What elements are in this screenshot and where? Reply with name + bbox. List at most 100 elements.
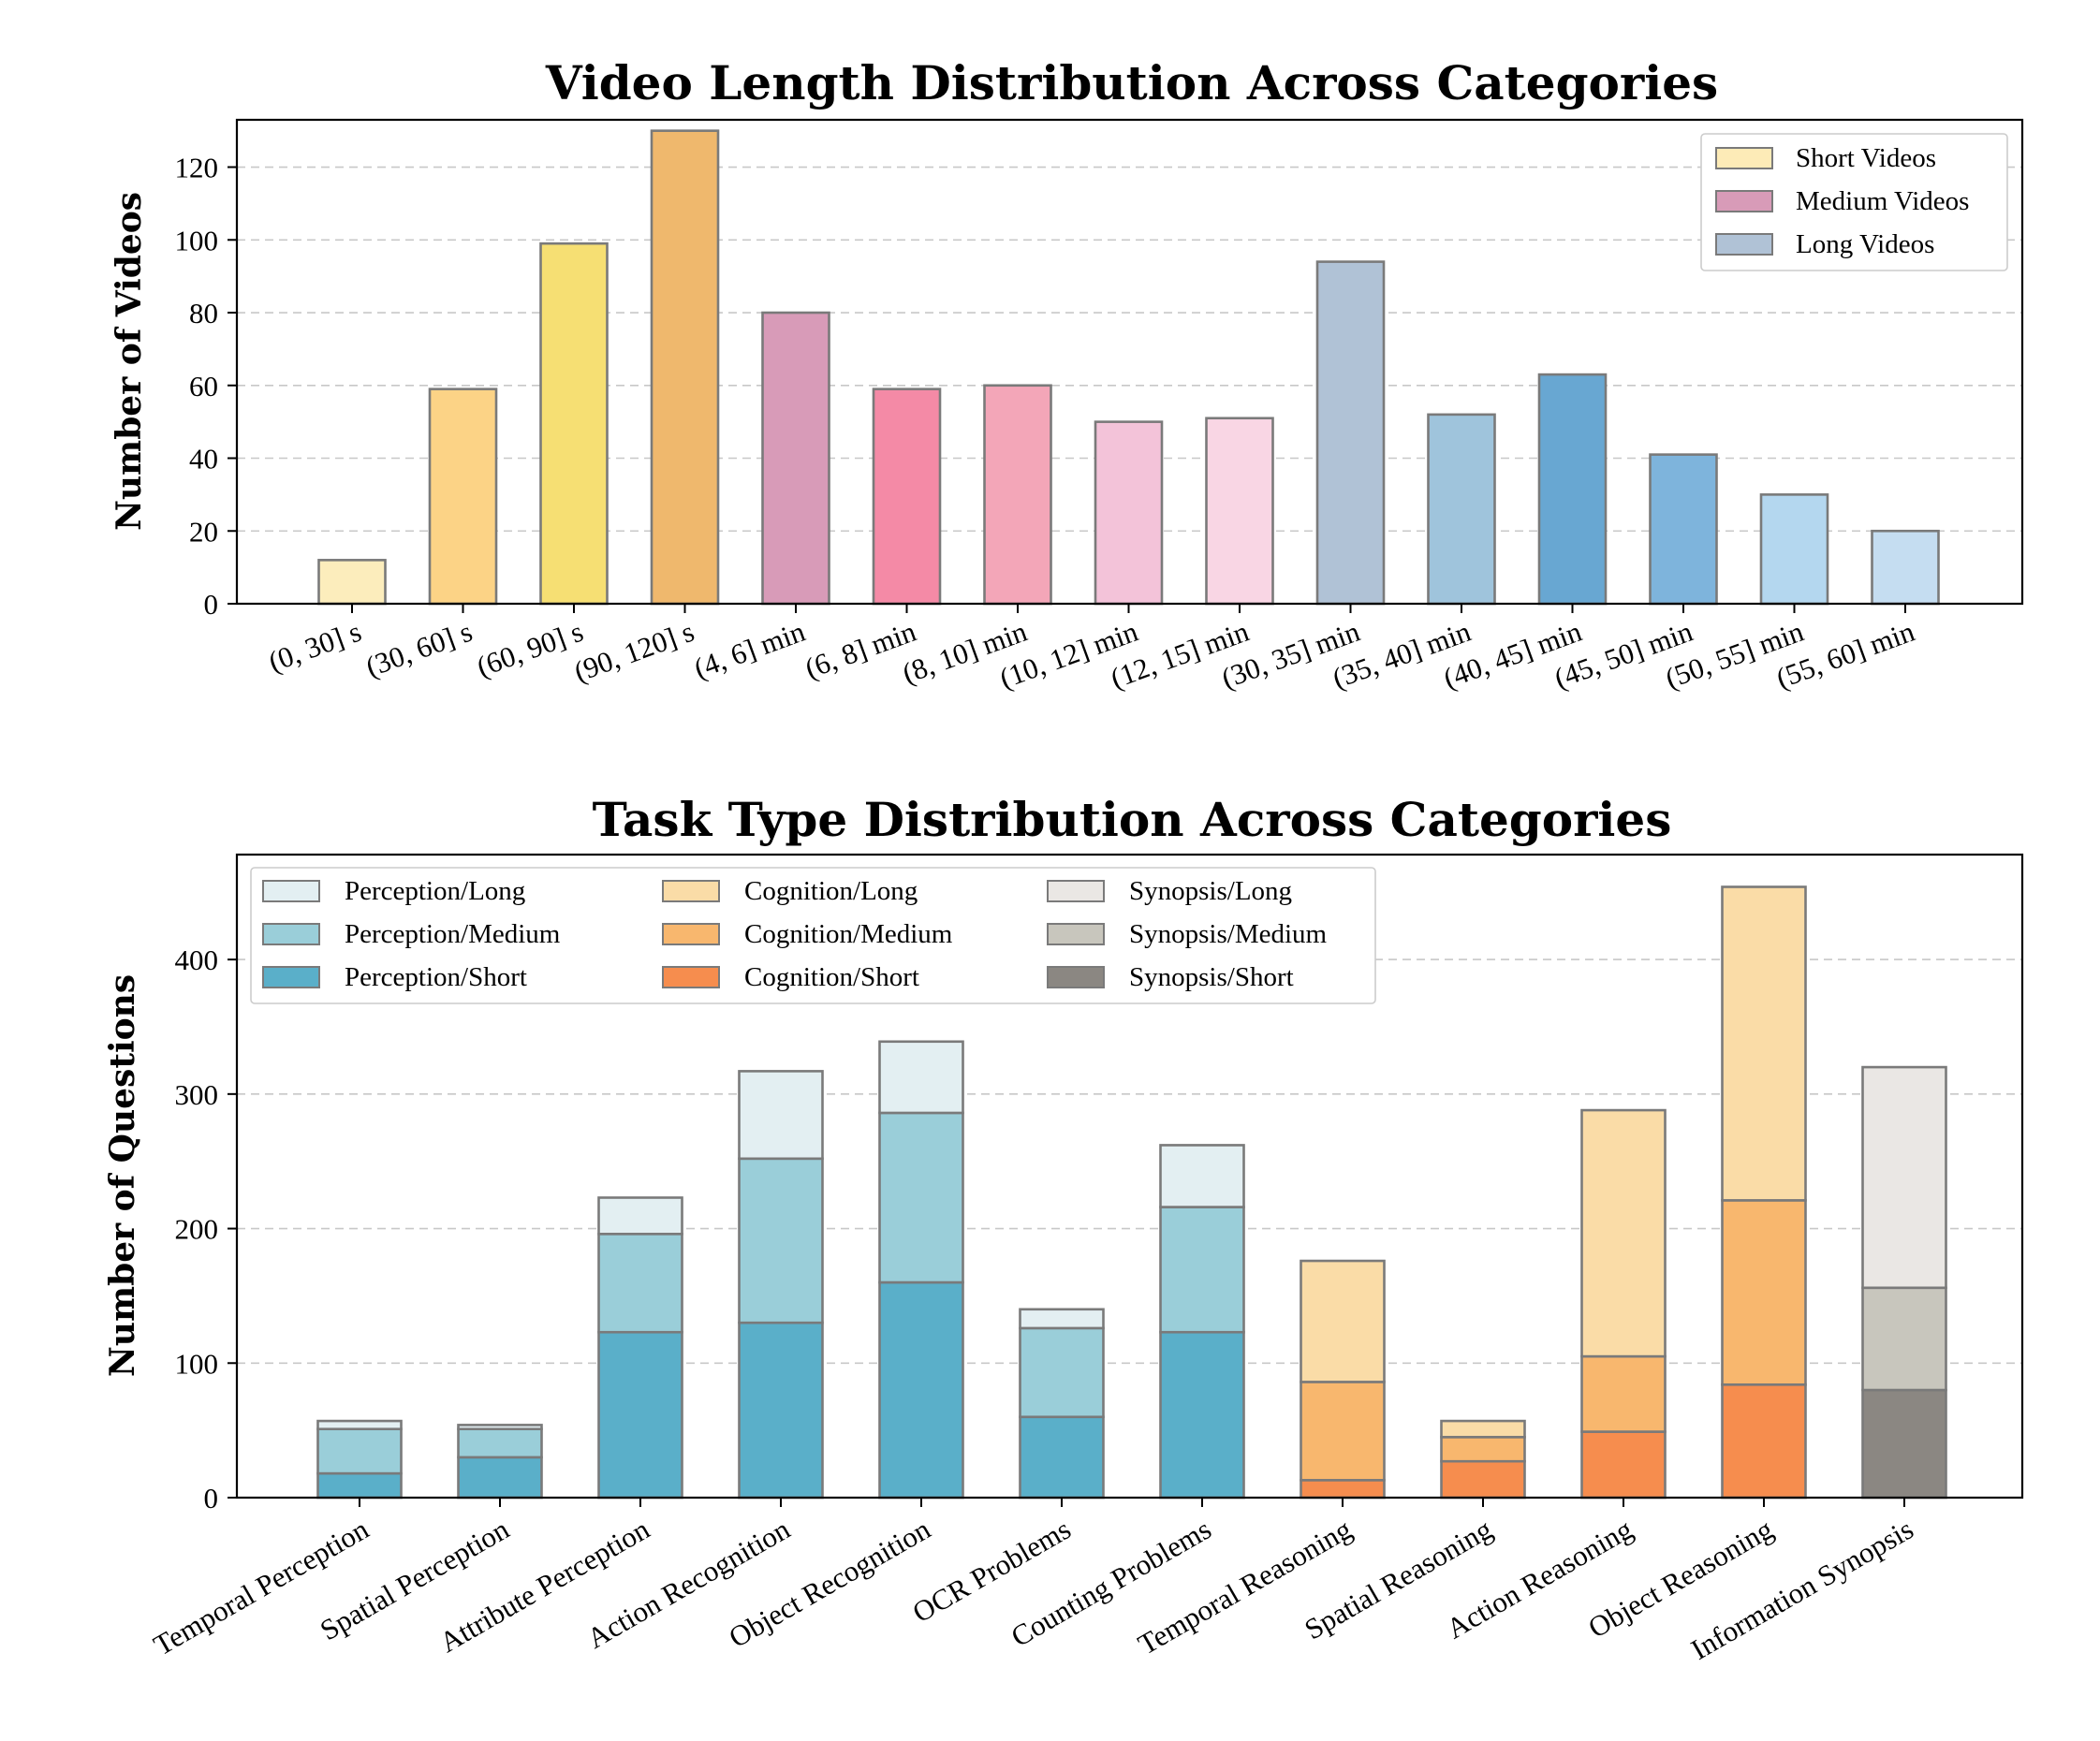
y-tick-label: 400: [175, 944, 219, 976]
bar-segment-long: [1721, 885, 1807, 1202]
bar-segment-short: [316, 1471, 403, 1500]
bar-segment-long: [597, 1196, 683, 1236]
x-tick-label: (60, 90] s: [473, 615, 588, 683]
bar: [1871, 529, 1940, 606]
legend-swatch: [1047, 966, 1105, 988]
legend-label: Long Videos: [1796, 229, 1934, 259]
legend-label: Perception/Short: [345, 962, 527, 992]
x-axis: (0, 30] s(30, 60] s(60, 90] s(90, 120] s…: [264, 604, 1919, 695]
bar: [1205, 417, 1274, 606]
stacked-bars: [316, 885, 1947, 1500]
bar-segment-medium: [1300, 1381, 1386, 1482]
bar: [983, 384, 1052, 606]
bar: [1315, 260, 1386, 606]
bar: [650, 129, 720, 606]
bar: [1537, 373, 1608, 606]
bar-segment-medium: [1440, 1436, 1526, 1463]
bar-segment-long: [1440, 1419, 1526, 1439]
bar-segment-long: [738, 1070, 824, 1161]
x-tick-label: (30, 60] s: [361, 615, 477, 683]
y-tick-label: 120: [175, 152, 219, 184]
bar-segment-short: [738, 1321, 824, 1500]
legend-swatch: [262, 966, 320, 988]
bar: [1649, 453, 1718, 606]
legend-swatch: [1047, 880, 1105, 902]
bar-segment-long: [1019, 1308, 1105, 1330]
legend-swatch: [662, 966, 720, 988]
bar-segment-medium: [457, 1427, 543, 1459]
legend-swatch: [1715, 233, 1773, 256]
legend-swatch: [262, 880, 320, 902]
legend-box: [1700, 133, 2008, 271]
bar-segment-short: [1019, 1415, 1105, 1500]
bar-segment-short: [1580, 1430, 1667, 1500]
bars: [317, 129, 1940, 606]
bar: [761, 311, 830, 606]
y-axis-label: Number of Videos: [110, 192, 149, 531]
bar-segment-medium: [878, 1111, 964, 1284]
legend-swatch: [1715, 147, 1773, 169]
bar: [872, 388, 942, 606]
legend-label: Synopsis/Medium: [1129, 919, 1328, 949]
bar-segment-long: [1159, 1144, 1245, 1208]
bar-segment-medium: [1580, 1354, 1667, 1433]
bar: [317, 559, 387, 606]
legend-label: Short Videos: [1796, 143, 1936, 173]
y-tick-label: 200: [175, 1213, 219, 1246]
legend-swatch: [1715, 190, 1773, 212]
bar-segment-long: [878, 1040, 964, 1115]
bar-segment-short: [878, 1280, 964, 1500]
bar-segment-long: [1300, 1259, 1386, 1383]
bar: [1759, 493, 1829, 606]
bar-segment-short: [1861, 1388, 1947, 1500]
y-axis: 0 20 40 60 80 100 120: [175, 152, 237, 621]
legend-swatch: [262, 923, 320, 945]
y-tick-label: 80: [189, 297, 218, 329]
bar-segment-short: [1721, 1383, 1807, 1500]
y-tick-label: 300: [175, 1078, 219, 1111]
legend-label: Cognition/Medium: [744, 919, 953, 949]
legend: Short Videos Medium Videos Long Videos: [1700, 133, 2008, 271]
bar-segment-long: [1580, 1108, 1667, 1358]
legend-swatch: [662, 880, 720, 902]
y-tick-label: 0: [204, 588, 219, 621]
legend-label: Synopsis/Long: [1129, 876, 1292, 906]
bar-segment-medium: [1861, 1286, 1947, 1392]
legend: Perception/Long Perception/Medium Percepti…: [250, 867, 1376, 1004]
bar-segment-medium: [738, 1157, 824, 1324]
bar-segment-short: [597, 1330, 683, 1500]
y-axis: 0 100 200 300 400: [175, 944, 237, 1514]
y-tick-label: 100: [175, 224, 219, 256]
bar-segment-short: [1300, 1479, 1386, 1500]
bar-segment-short: [1440, 1459, 1526, 1500]
legend-label: Medium Videos: [1796, 186, 1969, 216]
video-length-chart: Video Length Distribution Across Categor…: [110, 55, 2024, 695]
legend-label: Perception/Medium: [345, 919, 561, 949]
x-tick-label: (4, 6] min: [690, 615, 810, 685]
bar-segment-short: [457, 1456, 543, 1500]
y-tick-label: 60: [189, 370, 218, 402]
y-tick-label: 20: [189, 515, 218, 548]
bar-segment-medium: [316, 1427, 403, 1475]
y-tick-label: 100: [175, 1347, 219, 1380]
bar: [1094, 420, 1164, 606]
legend-label: Synopsis/Short: [1129, 962, 1294, 992]
bar-segment-medium: [1019, 1326, 1105, 1419]
legend-swatch: [662, 923, 720, 945]
bar-segment-long: [1861, 1065, 1947, 1290]
bar: [428, 388, 498, 606]
bar-segment-long: [316, 1419, 403, 1431]
legend-label: Cognition/Short: [744, 962, 919, 992]
x-tick-label: (90, 120] s: [570, 615, 698, 689]
y-tick-label: 40: [189, 443, 218, 475]
y-tick-label: 0: [204, 1482, 219, 1514]
y-axis-label: Number of Questions: [103, 974, 142, 1377]
chart-title: Task Type Distribution Across Categories: [593, 792, 1672, 847]
bar-segment-medium: [1159, 1206, 1245, 1334]
bar-segment-medium: [1721, 1199, 1807, 1386]
plot-frame: [235, 853, 2024, 1500]
bar: [539, 241, 609, 606]
chart-title: Video Length Distribution Across Categor…: [545, 55, 1718, 110]
